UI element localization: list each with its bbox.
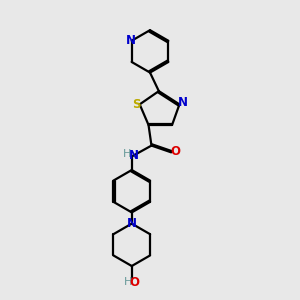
Text: H: H bbox=[123, 149, 131, 159]
Text: N: N bbox=[126, 34, 136, 47]
Text: N: N bbox=[129, 149, 139, 162]
Text: O: O bbox=[171, 145, 181, 158]
Text: O: O bbox=[130, 276, 140, 289]
Text: N: N bbox=[178, 96, 188, 110]
Text: H: H bbox=[124, 277, 132, 287]
Text: N: N bbox=[127, 217, 137, 230]
Text: S: S bbox=[132, 98, 140, 111]
